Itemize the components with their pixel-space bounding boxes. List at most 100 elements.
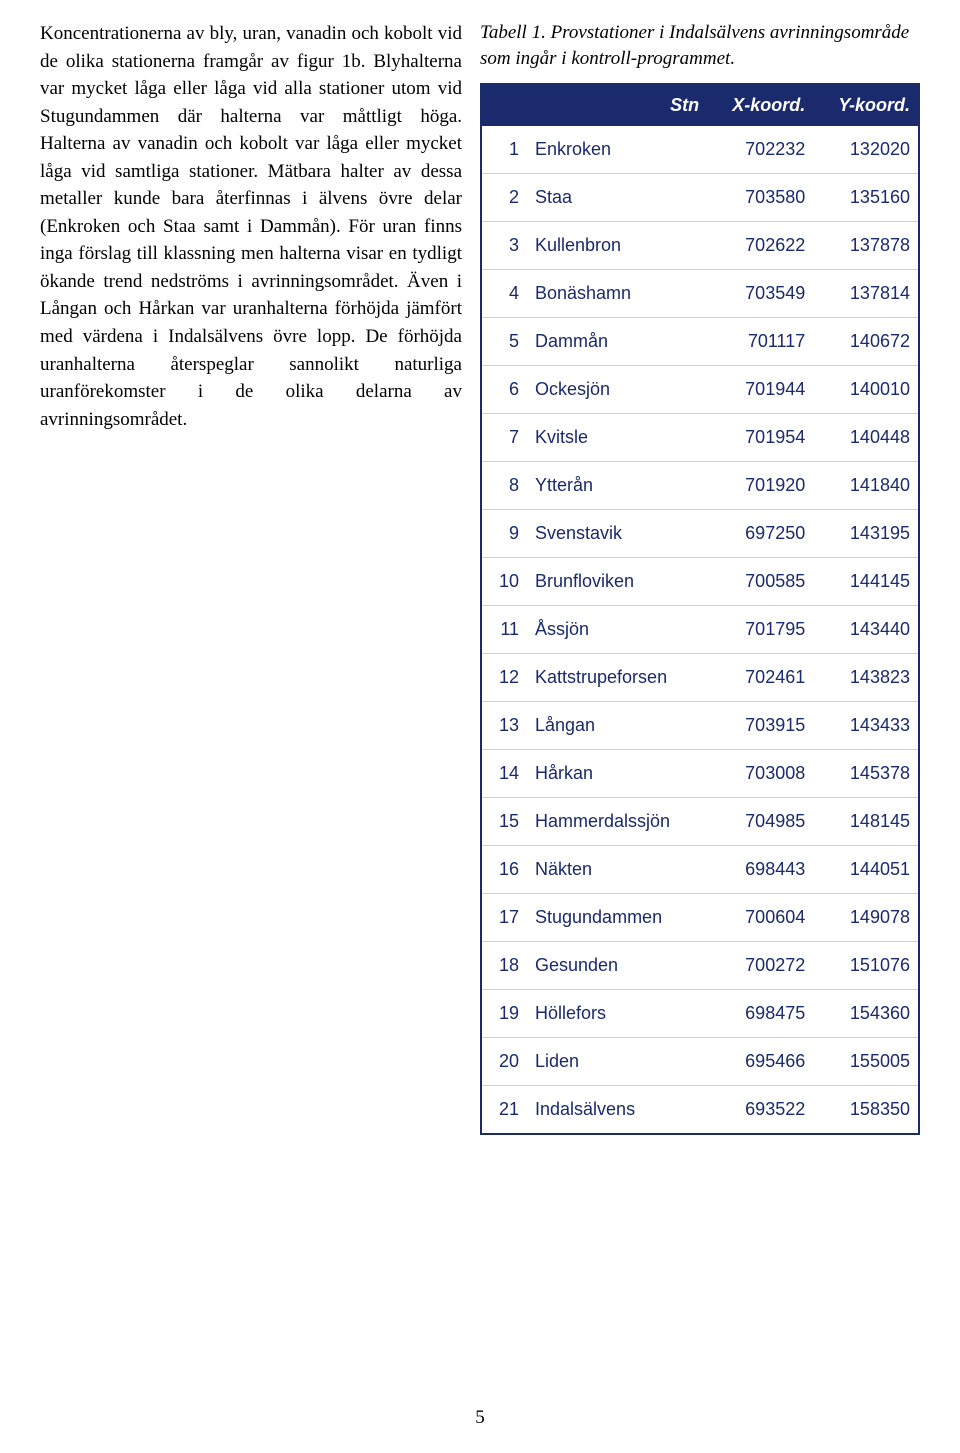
- cell-x-coord: 701944: [707, 366, 813, 414]
- cell-stn-name: Ockesjön: [527, 366, 707, 414]
- cell-stn-number: 6: [481, 366, 527, 414]
- cell-stn-name: Liden: [527, 1038, 707, 1086]
- table-row: 1Enkroken702232132020: [481, 126, 919, 174]
- cell-y-coord: 143195: [813, 510, 919, 558]
- cell-stn-number: 3: [481, 222, 527, 270]
- cell-x-coord: 702232: [707, 126, 813, 174]
- cell-y-coord: 140448: [813, 414, 919, 462]
- table-row: 5Dammån701117140672: [481, 318, 919, 366]
- cell-x-coord: 703008: [707, 750, 813, 798]
- cell-stn-name: Indalsälvens: [527, 1086, 707, 1135]
- page-content: Koncentrationerna av bly, uran, vanadin …: [0, 0, 960, 1135]
- cell-x-coord: 702461: [707, 654, 813, 702]
- col-header-x: X-koord.: [707, 84, 813, 126]
- table-row: 10Brunfloviken700585144145: [481, 558, 919, 606]
- cell-stn-name: Enkroken: [527, 126, 707, 174]
- cell-x-coord: 693522: [707, 1086, 813, 1135]
- table-caption: Tabell 1. Provstationer i Indalsälvens a…: [480, 20, 920, 71]
- right-column: Tabell 1. Provstationer i Indalsälvens a…: [480, 20, 920, 1135]
- table-header-row: Stn X-koord. Y-koord.: [481, 84, 919, 126]
- table-row: 18Gesunden700272151076: [481, 942, 919, 990]
- cell-y-coord: 137814: [813, 270, 919, 318]
- table-row: 19Höllefors698475154360: [481, 990, 919, 1038]
- cell-stn-number: 8: [481, 462, 527, 510]
- body-paragraph: Koncentrationerna av bly, uran, vanadin …: [40, 20, 462, 1135]
- cell-y-coord: 158350: [813, 1086, 919, 1135]
- cell-x-coord: 698475: [707, 990, 813, 1038]
- cell-y-coord: 144145: [813, 558, 919, 606]
- cell-y-coord: 144051: [813, 846, 919, 894]
- cell-stn-name: Åssjön: [527, 606, 707, 654]
- cell-stn-number: 10: [481, 558, 527, 606]
- stations-table: Stn X-koord. Y-koord. 1Enkroken702232132…: [480, 83, 920, 1135]
- cell-stn-number: 16: [481, 846, 527, 894]
- cell-stn-name: Gesunden: [527, 942, 707, 990]
- cell-stn-name: Långan: [527, 702, 707, 750]
- cell-stn-number: 17: [481, 894, 527, 942]
- cell-stn-number: 9: [481, 510, 527, 558]
- cell-stn-number: 18: [481, 942, 527, 990]
- cell-stn-number: 14: [481, 750, 527, 798]
- cell-stn-number: 15: [481, 798, 527, 846]
- cell-x-coord: 698443: [707, 846, 813, 894]
- table-row: 6Ockesjön701944140010: [481, 366, 919, 414]
- cell-y-coord: 137878: [813, 222, 919, 270]
- cell-stn-number: 21: [481, 1086, 527, 1135]
- cell-x-coord: 697250: [707, 510, 813, 558]
- cell-stn-number: 4: [481, 270, 527, 318]
- cell-y-coord: 132020: [813, 126, 919, 174]
- col-header-stn: Stn: [481, 84, 707, 126]
- cell-stn-name: Höllefors: [527, 990, 707, 1038]
- cell-x-coord: 704985: [707, 798, 813, 846]
- cell-x-coord: 701954: [707, 414, 813, 462]
- cell-stn-name: Brunfloviken: [527, 558, 707, 606]
- cell-x-coord: 702622: [707, 222, 813, 270]
- cell-x-coord: 700604: [707, 894, 813, 942]
- cell-stn-name: Ytterån: [527, 462, 707, 510]
- cell-stn-name: Näkten: [527, 846, 707, 894]
- cell-x-coord: 701117: [707, 318, 813, 366]
- table-row: 17Stugundammen700604149078: [481, 894, 919, 942]
- cell-stn-number: 11: [481, 606, 527, 654]
- col-header-y: Y-koord.: [813, 84, 919, 126]
- table-row: 4Bonäshamn703549137814: [481, 270, 919, 318]
- cell-stn-name: Dammån: [527, 318, 707, 366]
- cell-x-coord: 703915: [707, 702, 813, 750]
- cell-x-coord: 703549: [707, 270, 813, 318]
- table-row: 20Liden695466155005: [481, 1038, 919, 1086]
- table-row: 21Indalsälvens693522158350: [481, 1086, 919, 1135]
- cell-x-coord: 703580: [707, 174, 813, 222]
- cell-y-coord: 143433: [813, 702, 919, 750]
- cell-stn-name: Hårkan: [527, 750, 707, 798]
- table-row: 2Staa703580135160: [481, 174, 919, 222]
- table-row: 7Kvitsle701954140448: [481, 414, 919, 462]
- cell-y-coord: 141840: [813, 462, 919, 510]
- cell-stn-number: 13: [481, 702, 527, 750]
- cell-stn-number: 2: [481, 174, 527, 222]
- cell-stn-number: 1: [481, 126, 527, 174]
- cell-y-coord: 148145: [813, 798, 919, 846]
- cell-stn-name: Stugundammen: [527, 894, 707, 942]
- table-row: 16Näkten698443144051: [481, 846, 919, 894]
- table-row: 15Hammerdalssjön704985148145: [481, 798, 919, 846]
- cell-x-coord: 701795: [707, 606, 813, 654]
- cell-stn-number: 19: [481, 990, 527, 1038]
- cell-y-coord: 140010: [813, 366, 919, 414]
- table-row: 13Långan703915143433: [481, 702, 919, 750]
- cell-y-coord: 143823: [813, 654, 919, 702]
- cell-stn-number: 5: [481, 318, 527, 366]
- table-row: 9Svenstavik697250143195: [481, 510, 919, 558]
- table-row: 14Hårkan703008145378: [481, 750, 919, 798]
- cell-y-coord: 154360: [813, 990, 919, 1038]
- cell-stn-name: Hammerdalssjön: [527, 798, 707, 846]
- table-row: 12Kattstrupeforsen702461143823: [481, 654, 919, 702]
- cell-y-coord: 149078: [813, 894, 919, 942]
- page-number: 5: [0, 1407, 960, 1429]
- cell-x-coord: 700585: [707, 558, 813, 606]
- table-row: 3Kullenbron702622137878: [481, 222, 919, 270]
- table-row: 11Åssjön701795143440: [481, 606, 919, 654]
- cell-stn-name: Svenstavik: [527, 510, 707, 558]
- cell-x-coord: 695466: [707, 1038, 813, 1086]
- cell-stn-name: Kvitsle: [527, 414, 707, 462]
- cell-stn-number: 7: [481, 414, 527, 462]
